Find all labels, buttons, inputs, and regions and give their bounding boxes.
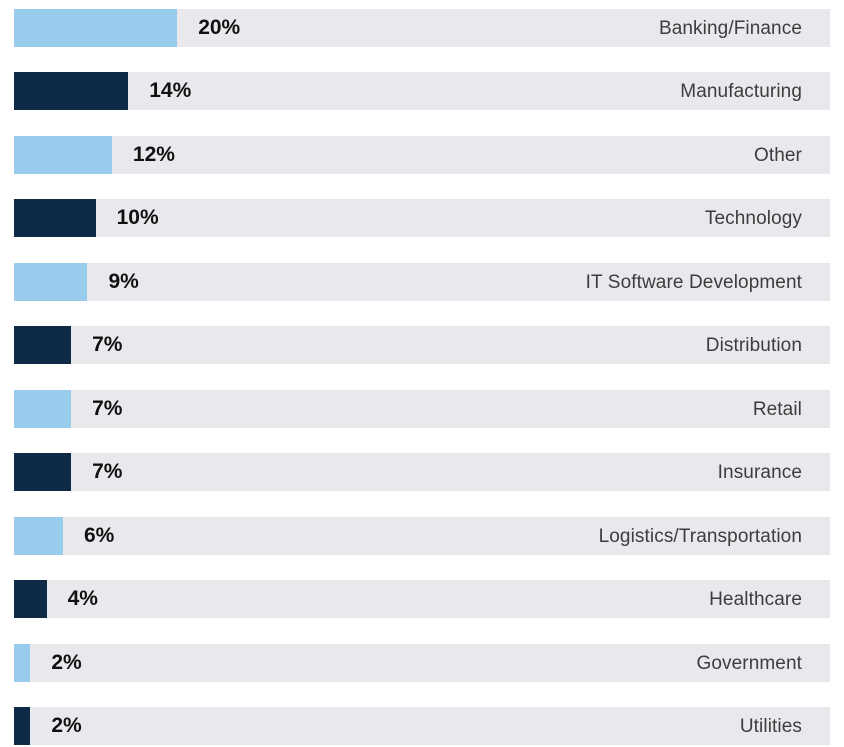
category-label: Utilities	[739, 715, 802, 737]
bar-value-label: 10%	[116, 206, 159, 230]
bar	[14, 326, 72, 365]
bar-value-label: 9%	[108, 269, 139, 293]
bar-track	[14, 453, 830, 492]
bar-value-label: 4%	[67, 587, 98, 611]
bar	[14, 9, 178, 47]
category-label: Manufacturing	[680, 81, 802, 103]
category-label: Insurance	[717, 462, 802, 484]
bar-row: 7% Retail	[14, 389, 830, 428]
bar-value-label: 20%	[198, 16, 241, 39]
bar	[14, 516, 63, 555]
category-label: Other	[753, 144, 802, 166]
bar-value-label: 12%	[132, 142, 175, 166]
category-label: Retail	[752, 398, 802, 420]
bar-row: 2% Utilities	[14, 706, 830, 745]
bar-value-label: 2%	[51, 713, 82, 737]
category-label: Healthcare	[709, 589, 802, 611]
bar-row: 2% Government	[14, 643, 830, 682]
bar-row: 4% Healthcare	[14, 580, 830, 619]
bar-row: 10% Technology	[14, 199, 830, 238]
bar	[14, 706, 31, 745]
bar-track	[14, 516, 830, 555]
category-label: Distribution	[705, 335, 802, 357]
bar-track	[14, 262, 830, 301]
category-label: Technology	[704, 208, 802, 230]
bar-track	[14, 389, 830, 428]
category-label: IT Software Development	[585, 271, 802, 293]
bar-value-label: 14%	[149, 79, 192, 103]
bar	[14, 72, 129, 111]
category-label: Government	[696, 652, 802, 674]
bar-value-label: 7%	[92, 333, 123, 357]
bar-track	[14, 72, 830, 111]
bar	[14, 262, 88, 301]
bar	[14, 389, 72, 428]
bar	[14, 199, 96, 238]
bar	[14, 453, 72, 492]
bar-value-label: 7%	[92, 460, 123, 484]
bar-track	[14, 643, 830, 682]
bar-row: 6% Logistics/Transportation	[14, 516, 830, 555]
bar-value-label: 7%	[92, 396, 123, 420]
category-label: Logistics/Transportation	[598, 525, 802, 547]
bar-row: 14% Manufacturing	[14, 72, 830, 111]
bar-track	[14, 706, 830, 745]
bar-row: 12% Other	[14, 135, 830, 174]
bar-track	[14, 135, 830, 174]
bar-value-label: 2%	[51, 650, 82, 674]
bar	[14, 135, 112, 174]
bar-row: 20% Banking/Finance	[14, 9, 830, 47]
bar-track	[14, 580, 830, 619]
bar-row: 7% Distribution	[14, 326, 830, 365]
bar-value-label: 6%	[83, 523, 115, 547]
bar-row: 9% IT Software Development	[14, 262, 830, 301]
bar	[14, 643, 31, 682]
bar	[14, 580, 47, 619]
bar-track	[14, 199, 830, 238]
bar-track	[14, 326, 830, 365]
bar-row: 7% Insurance	[14, 453, 830, 492]
category-label: Banking/Finance	[658, 18, 802, 39]
